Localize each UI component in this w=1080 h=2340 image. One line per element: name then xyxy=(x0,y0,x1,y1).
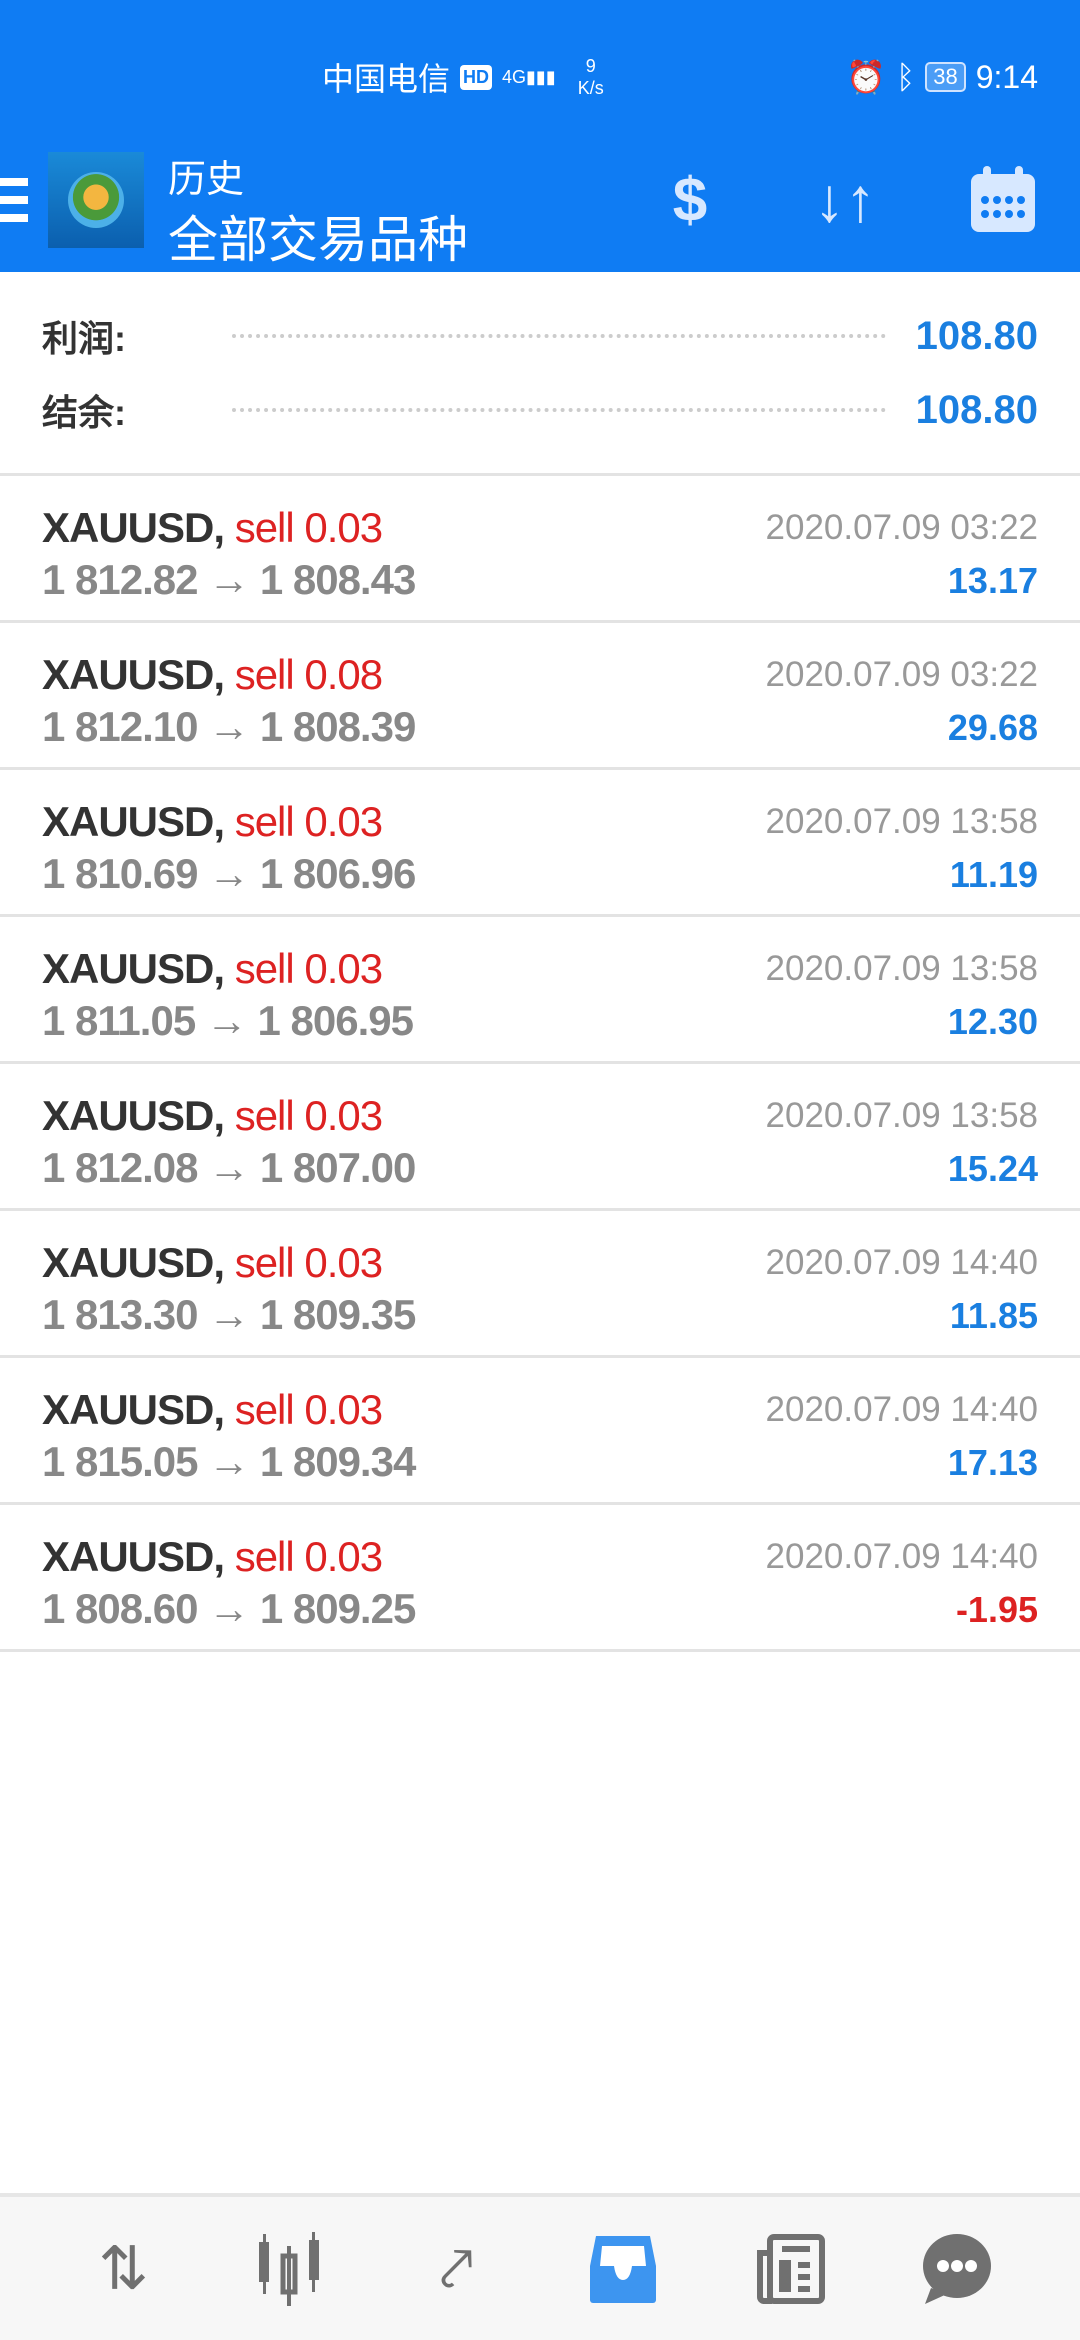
deal-symbol: XAUUSD, sell 0.08 xyxy=(42,651,383,699)
menu-icon[interactable] xyxy=(0,178,28,222)
balance-value: 108.80 xyxy=(915,387,1038,432)
balance-row: 结余: 108.80 xyxy=(42,380,1038,440)
deal-symbol: XAUUSD, sell 0.03 xyxy=(42,1533,383,1581)
deal-time: 2020.07.09 13:58 xyxy=(765,1096,1038,1135)
profit-value: 108.80 xyxy=(915,313,1038,358)
deal-row[interactable]: XAUUSD, sell 0.03 1 812.08 → 1 807.00 20… xyxy=(0,1064,1080,1211)
deal-row[interactable]: XAUUSD, sell 0.03 1 811.05 → 1 806.95 20… xyxy=(0,917,1080,1064)
quotes-icon[interactable]: ⇅ xyxy=(98,2234,149,2302)
deal-symbol: XAUUSD, sell 0.03 xyxy=(42,504,383,552)
signal-icon: 4G▮▮▮ xyxy=(502,67,556,87)
alarm-icon: ⏰ xyxy=(846,59,887,95)
app-header: 中国电信 HD 4G▮▮▮ 9 K/s ⏰ ᛒ 38 9:14 历史 全部交易品种… xyxy=(0,0,1080,272)
deal-prices: 1 815.05 → 1 809.34 xyxy=(42,1438,416,1485)
deal-side-volume: sell 0.03 xyxy=(234,945,383,992)
deal-side-volume: sell 0.03 xyxy=(234,504,383,551)
deal-profit: 12.30 xyxy=(947,1001,1038,1042)
symbol-name: XAUUSD, xyxy=(42,1533,225,1580)
deal-row[interactable]: XAUUSD, sell 0.03 1 815.05 → 1 809.34 20… xyxy=(0,1358,1080,1505)
deposit-withdraw-icon[interactable]: $ xyxy=(672,165,708,235)
deal-prices: 1 811.05 → 1 806.95 xyxy=(42,997,414,1044)
profit-label: 利润: xyxy=(42,318,126,359)
deal-time: 2020.07.09 03:22 xyxy=(765,508,1038,547)
app-logo xyxy=(48,152,144,248)
deal-profit: 11.85 xyxy=(949,1295,1038,1336)
dots-divider xyxy=(232,408,886,412)
deal-profit: -1.95 xyxy=(955,1589,1038,1630)
deal-profit: 11.19 xyxy=(949,854,1038,895)
deal-time: 2020.07.09 14:40 xyxy=(765,1537,1038,1576)
speed-value: 9 xyxy=(585,56,596,76)
deal-profit: 15.24 xyxy=(947,1148,1038,1189)
balance-label: 结余: xyxy=(42,392,126,433)
deal-prices: 1 812.10 → 1 808.39 xyxy=(42,703,416,750)
deal-prices: 1 812.08 → 1 807.00 xyxy=(42,1144,416,1191)
deal-side-volume: sell 0.03 xyxy=(234,1239,383,1286)
deal-profit: 29.68 xyxy=(947,707,1038,748)
deal-symbol: XAUUSD, sell 0.03 xyxy=(42,945,383,993)
net-speed: 9 K/s xyxy=(578,55,604,99)
deal-row[interactable]: XAUUSD, sell 0.03 1 813.30 → 1 809.35 20… xyxy=(0,1211,1080,1358)
deal-prices: 1 812.82 → 1 808.43 xyxy=(42,556,416,603)
carrier: 中国电信 xyxy=(322,61,451,97)
dots-divider xyxy=(232,334,886,338)
deal-row[interactable]: XAUUSD, sell 0.08 1 812.10 → 1 808.39 20… xyxy=(0,623,1080,770)
symbol-filter[interactable]: 全部交易品种 xyxy=(168,212,468,268)
clock: 9:14 xyxy=(975,58,1038,95)
symbol-name: XAUUSD, xyxy=(42,1239,225,1286)
deal-time: 2020.07.09 03:22 xyxy=(765,655,1038,694)
bluetooth-icon: ᛒ xyxy=(896,58,916,95)
deal-prices: 1 810.69 → 1 806.96 xyxy=(42,850,416,897)
deal-symbol: XAUUSD, sell 0.03 xyxy=(42,1239,383,1287)
sort-icon[interactable]: ↓↑ xyxy=(814,165,876,235)
deal-side-volume: sell 0.03 xyxy=(234,1092,383,1139)
deal-time: 2020.07.09 14:40 xyxy=(765,1243,1038,1282)
symbol-name: XAUUSD, xyxy=(42,504,225,551)
deal-side-volume: sell 0.08 xyxy=(234,651,383,698)
hd-icon: HD xyxy=(460,64,493,90)
deal-symbol: XAUUSD, sell 0.03 xyxy=(42,798,383,846)
bottom-nav: ⇅ ⤤ xyxy=(0,2193,1080,2340)
news-icon[interactable] xyxy=(750,2229,830,2309)
status-bar-left: 中国电信 HD 4G▮▮▮ 9 K/s xyxy=(322,52,604,102)
profit-row: 利润: 108.80 xyxy=(42,306,1038,366)
network-type: 4G xyxy=(502,67,527,87)
symbol-name: XAUUSD, xyxy=(42,1386,225,1433)
battery-icon: 38 xyxy=(925,62,966,92)
deal-row[interactable]: XAUUSD, sell 0.03 1 812.82 → 1 808.43 20… xyxy=(0,476,1080,623)
history-icon[interactable] xyxy=(583,2229,663,2309)
status-bar-right: ⏰ ᛒ 38 9:14 xyxy=(846,52,1038,102)
symbol-name: XAUUSD, xyxy=(42,651,225,698)
calendar-icon[interactable] xyxy=(958,160,1048,240)
deal-row[interactable]: XAUUSD, sell 0.03 1 810.69 → 1 806.96 20… xyxy=(0,770,1080,917)
deal-profit: 17.13 xyxy=(947,1442,1038,1483)
deal-symbol: XAUUSD, sell 0.03 xyxy=(42,1386,383,1434)
chart-icon[interactable] xyxy=(250,2229,330,2309)
summary-panel: 利润: 108.80 结余: 108.80 xyxy=(0,272,1080,476)
chat-icon[interactable] xyxy=(917,2229,997,2309)
speed-unit: K/s xyxy=(577,78,604,98)
deal-side-volume: sell 0.03 xyxy=(234,1533,383,1580)
page-title: 历史 xyxy=(168,159,245,201)
symbol-name: XAUUSD, xyxy=(42,798,225,845)
deal-side-volume: sell 0.03 xyxy=(234,798,383,845)
deal-prices: 1 813.30 → 1 809.35 xyxy=(42,1291,416,1338)
deal-side-volume: sell 0.03 xyxy=(234,1386,383,1433)
deal-prices: 1 808.60 → 1 809.25 xyxy=(42,1585,416,1632)
deal-time: 2020.07.09 13:58 xyxy=(765,802,1038,841)
deal-time: 2020.07.09 13:58 xyxy=(765,949,1038,988)
symbol-name: XAUUSD, xyxy=(42,1092,225,1139)
deal-row[interactable]: XAUUSD, sell 0.03 1 808.60 → 1 809.25 20… xyxy=(0,1505,1080,1652)
deal-symbol: XAUUSD, sell 0.03 xyxy=(42,1092,383,1140)
deal-time: 2020.07.09 14:40 xyxy=(765,1390,1038,1429)
symbol-name: XAUUSD, xyxy=(42,945,225,992)
trade-icon[interactable]: ⤤ xyxy=(439,2234,474,2302)
deal-profit: 13.17 xyxy=(947,560,1038,601)
